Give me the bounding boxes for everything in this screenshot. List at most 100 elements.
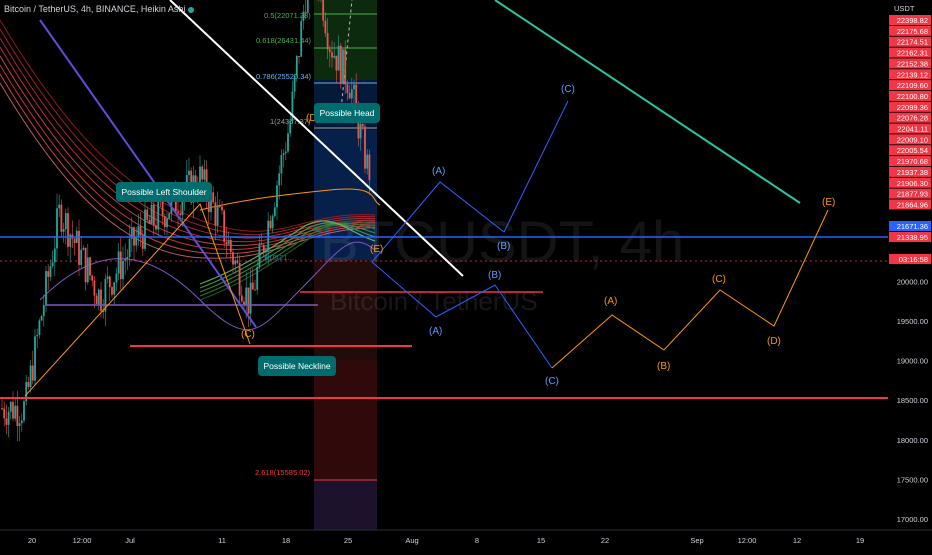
candle-body [177,211,179,214]
candle-body [289,121,292,134]
moving-average-ribbon [0,19,381,330]
time-tick-label: 20 [28,536,36,545]
candle-body [328,49,331,53]
candle-body [64,213,67,230]
candle-body [42,305,45,317]
time-tick-label: 11 [218,536,226,545]
candle-body [254,289,256,291]
candle-body [260,244,263,246]
wave-blue-c-down: (C) [545,376,559,387]
candle-body [267,220,270,250]
candle-body [161,201,164,217]
candle-body [361,124,364,127]
price-label-text: 22009.10 [897,135,928,144]
wave-marker-d: (D) [306,113,320,124]
time-tick-label: Jul [125,536,135,545]
price-label-tag [889,145,931,156]
time-tick-label: 15 [537,536,545,545]
candle-body [84,247,87,283]
candle-body [249,282,252,314]
candle-body [293,75,296,92]
price-tick-label: 18500.00 [897,396,928,405]
callout-left-shoulder[interactable]: Possible Left Shoulder [116,182,212,202]
candle-body [60,204,63,232]
candle-body [218,206,221,208]
watermark-ticker: BTCUSDT, 4h [320,210,684,275]
candle-body [238,262,241,296]
candle-body [113,282,116,295]
candle-body [69,234,72,247]
candle-body [256,267,259,290]
candle-body [364,126,366,169]
price-label-text: 21906.30 [897,179,928,188]
candle-body [139,226,142,236]
candle-body [51,262,54,267]
ribbon-line-red [0,55,376,246]
candle-body [258,244,261,268]
price-tick-label: 19500.00 [897,317,928,326]
price-axis[interactable]: USDT 20000.00 19500.00 19000.00 18500.00 180… [888,0,932,530]
candle-body [137,226,140,238]
candle-body [7,411,10,425]
candle-body [100,289,102,312]
candle-body [306,0,309,13]
candle-body [102,311,105,313]
candle-body [115,273,118,283]
callout-head-text: Possible Head [320,108,375,118]
price-label-tag [889,112,931,123]
candle-body [179,213,182,216]
candle-body [350,89,353,99]
candle-body [14,405,17,419]
candle-body [31,365,34,381]
wave-blue-c-up: (C) [561,84,575,95]
candle-body [155,225,157,230]
candle-body [216,206,219,226]
candle-body [23,401,25,421]
blue-wave-projection[interactable] [371,100,569,369]
candle-body [1,408,3,410]
candle-body [287,133,289,152]
market-status-dot-icon [188,6,195,13]
trend-lines[interactable] [24,0,801,397]
callout-neckline-text: Possible Neckline [263,361,330,371]
candle-body [322,0,325,21]
candle-body [236,260,239,263]
candle-body [144,209,146,249]
fib-label-5: 2.618(15585.02) [255,468,311,477]
candle-body [326,33,329,50]
candle-body [269,220,272,229]
horizontal-levels[interactable] [0,236,888,399]
price-label-tag [889,123,931,134]
time-axis[interactable]: 20 12:00 Jul 11 18 25 Aug 8 15 22 Sep 12:00 12 19 [0,529,932,545]
time-tick-label: 12:00 [738,536,757,545]
callout-head[interactable]: Possible Head [314,103,380,123]
wave-orange-b: (B) [657,361,670,372]
orange-wave-projection[interactable] [551,209,829,369]
fibonacci-zone[interactable]: 0.5(22071.38) 0.618(26431.44) 0.786(2552… [255,0,377,530]
candle-body [210,192,212,213]
chart-title: Bitcoin / TetherUS, 4h, BINANCE, Heikin … [4,4,195,14]
candle-body [49,266,52,277]
callout-neckline[interactable]: Possible Neckline [258,356,336,376]
wave-labels: (A) (B) (C) (A) (B) (C) (A) (B) (C) (D) … [241,84,835,387]
price-label-tag [889,166,931,177]
time-tick-label: 19 [856,536,864,545]
candle-body [234,260,237,265]
candle-body [36,334,39,337]
candle-body [157,200,160,230]
candle-body [34,336,36,381]
candle-body [56,208,58,249]
ribbon-line-red [0,28,376,236]
candle-body [166,218,168,228]
candle-body [337,45,340,71]
price-label-text: 22152.38 [897,59,928,68]
candle-body [265,249,267,253]
candle-body [5,418,8,425]
current-price-tag [889,221,931,231]
candle-body [201,166,204,180]
price-label-tag [889,36,931,47]
candle-body [243,301,245,305]
candle-body [47,271,50,277]
